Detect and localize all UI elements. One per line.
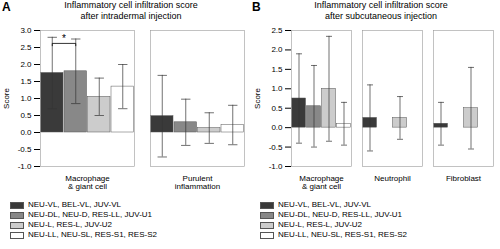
html-text:NEU-VL, BEL-VL, JUV-VL: NEU-VL, BEL-VL, JUV-VL (278, 200, 371, 209)
html-text:NEU-LL, NEU-SL, RES-S1, RES-S2: NEU-LL, NEU-SL, RES-S1, RES-S2 (28, 230, 157, 239)
svg-text:*: * (62, 33, 66, 44)
svg-text:-1.0: -1.0 (18, 162, 32, 171)
svg-text:2.5: 2.5 (271, 26, 283, 35)
html-text:Inflammatory cell infiltration: Inflammatory cell infiltration score aft… (64, 0, 198, 21)
svg-text:Score: Score (2, 88, 11, 109)
svg-text:1.5: 1.5 (20, 77, 32, 86)
svg-text:0.0: 0.0 (271, 123, 283, 132)
svg-text:Purulentinflammation: Purulentinflammation (175, 174, 220, 191)
html-text:Inflammatory cell infiltration: Inflammatory cell infiltration score aft… (314, 0, 448, 21)
svg-text:1.0: 1.0 (271, 84, 283, 93)
svg-text:1.0: 1.0 (20, 94, 32, 103)
html-text:NEU-VL, BEL-VL, JUV-VL: NEU-VL, BEL-VL, JUV-VL (28, 200, 121, 209)
svg-text:0.0: 0.0 (20, 128, 32, 137)
html-text:NEU-LL, NEU-SL, RES-S1, RES-S2: NEU-LL, NEU-SL, RES-S1, RES-S2 (278, 230, 407, 239)
html-text:B: B (252, 0, 261, 14)
html-text:NEU-DL, NEU-D, RES-LL, JUV-U1: NEU-DL, NEU-D, RES-LL, JUV-U1 (28, 210, 152, 219)
svg-text:1.5: 1.5 (271, 65, 283, 74)
svg-text:2.0: 2.0 (20, 60, 32, 69)
svg-text:-0.5: -0.5 (18, 145, 32, 154)
svg-text:2.0: 2.0 (271, 45, 283, 54)
svg-text:-0.5: -0.5 (269, 143, 283, 152)
svg-text:3.0: 3.0 (20, 26, 32, 35)
svg-text:Macrophage& giant cell: Macrophage& giant cell (65, 174, 110, 191)
html-text:A: A (2, 0, 11, 14)
svg-text:2.5: 2.5 (20, 43, 32, 52)
html-text:NEU-DL, NEU-D, RES-LL, JUV-U1: NEU-DL, NEU-D, RES-LL, JUV-U1 (278, 210, 402, 219)
svg-text:Score: Score (253, 88, 262, 109)
svg-text:Neutrophil: Neutrophil (374, 174, 411, 183)
html-text:NEU-L, RES-L, JUV-U2: NEU-L, RES-L, JUV-U2 (278, 220, 362, 229)
html-text:NEU-L, RES-L, JUV-U2: NEU-L, RES-L, JUV-U2 (28, 220, 112, 229)
svg-text:Macrophage& giant cell: Macrophage& giant cell (299, 174, 344, 191)
svg-text:0.5: 0.5 (20, 111, 32, 120)
svg-text:Fibroblast: Fibroblast (446, 174, 482, 183)
svg-text:-1.0: -1.0 (269, 162, 283, 171)
svg-text:0.5: 0.5 (271, 104, 283, 113)
